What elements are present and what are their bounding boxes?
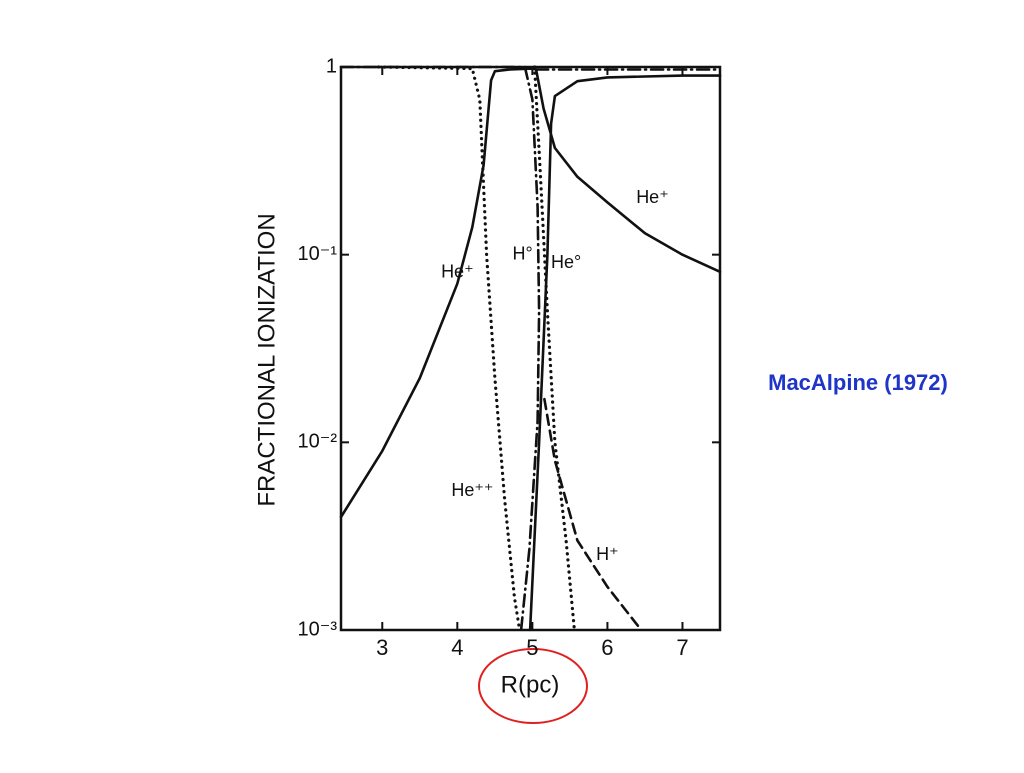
- series-line: [376, 65, 522, 632]
- series-line: [533, 65, 576, 632]
- series-line: [528, 74, 722, 632]
- plot-frame: [339, 65, 722, 632]
- x-tick-label: 6: [601, 635, 613, 660]
- curve-label: He⁺: [636, 187, 669, 207]
- y-axis-label: FRACTIONAL IONIZATION: [253, 213, 280, 506]
- curve-label: H⁺: [596, 544, 619, 564]
- y-tick-label: 10⁻²: [298, 431, 338, 453]
- curve-label: He⁺⁺: [451, 480, 493, 500]
- x-tick-label: 5: [526, 635, 538, 660]
- series-line: [543, 397, 643, 632]
- curve-label: He⁺: [441, 262, 474, 282]
- x-tick-label: 7: [676, 635, 688, 660]
- x-tick-label: 4: [451, 635, 463, 660]
- series-line: [339, 67, 722, 519]
- source-credit: MacAlpine (1972): [768, 370, 948, 395]
- x-tick-label: 3: [376, 635, 388, 660]
- series-line: [339, 65, 541, 632]
- curve-label: H°: [513, 243, 533, 263]
- y-tick-label: 10⁻¹: [298, 243, 338, 265]
- y-tick-label: 1: [326, 55, 337, 77]
- highlight-circle: [478, 648, 588, 724]
- y-tick-label: 10⁻³: [298, 618, 338, 640]
- curve-label: He°: [551, 252, 581, 272]
- x-axis-label: R(pc): [501, 671, 560, 698]
